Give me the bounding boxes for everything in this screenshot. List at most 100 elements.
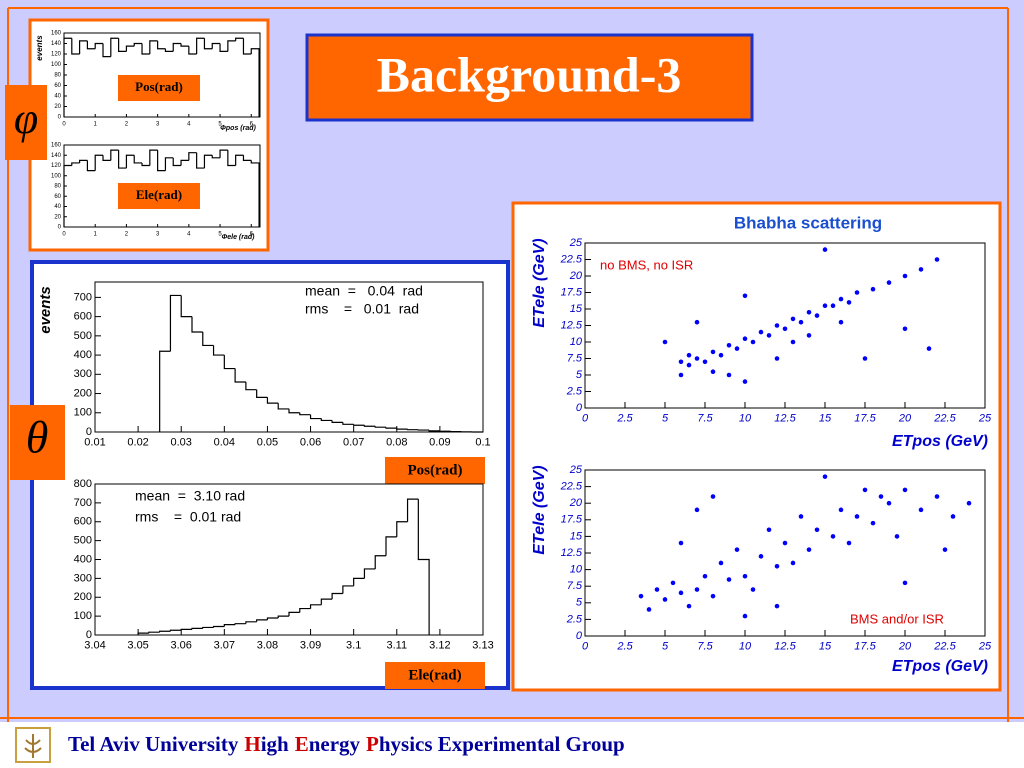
histogram-bin: [219, 149, 228, 158]
theta-symbol: θ: [26, 412, 49, 463]
histogram-bin: [71, 38, 80, 55]
y-tick-label: 0: [576, 402, 583, 414]
x-tick-label: 25: [978, 413, 992, 425]
x-tick-label: 2: [125, 121, 129, 127]
scatter-point: [790, 339, 796, 345]
x-tick-label: 0: [62, 121, 66, 127]
y-tick-label: 100: [51, 173, 62, 179]
scatter-point: [902, 487, 908, 493]
y-tick-label: 160: [51, 143, 62, 149]
histogram-bin: [234, 368, 246, 383]
y-tick-label: 200: [74, 387, 92, 399]
histogram-bin: [288, 408, 300, 414]
histogram-bin: [363, 425, 376, 427]
histogram-bin: [172, 42, 182, 52]
histogram-bin: [164, 48, 174, 52]
histogram-bin: [71, 162, 80, 166]
scatter-panel: [511, 201, 1002, 692]
y-tick-label: 17.5: [561, 514, 583, 526]
annotation: BMS and/or ISR: [850, 611, 944, 626]
x-tick-label: 0: [582, 413, 589, 425]
y-tick-label: 20: [54, 104, 61, 110]
scatter-point: [830, 534, 836, 539]
y-tick-label: 7.5: [567, 580, 583, 592]
histogram-bin: [266, 397, 279, 404]
histogram-bin: [149, 40, 158, 54]
histogram-bin: [385, 427, 397, 429]
y-tick-label: 15: [570, 530, 583, 542]
histogram-bin: [141, 162, 150, 167]
footer-part: nergy: [308, 732, 361, 756]
x-tick-label: 0.1: [475, 437, 490, 449]
x-axis-label: Φpos (rad): [220, 125, 256, 132]
histogram-bin: [196, 37, 205, 54]
histogram-bin: [211, 155, 221, 159]
scatter-point: [766, 527, 772, 533]
logo-mark: [24, 734, 42, 758]
histogram-bin: [79, 159, 88, 163]
scatter-point: [702, 359, 708, 365]
x-tick-label: 4: [187, 121, 191, 127]
y-tick-label: 160: [51, 31, 62, 37]
x-tick-label: 0.03: [171, 437, 192, 449]
scatter-point: [750, 587, 756, 592]
scatter-point: [950, 514, 956, 519]
footer: Tel Aviv University High Energy Physics Exp…: [0, 722, 1024, 768]
scatter-point: [686, 352, 692, 358]
y-tick-label: 120: [51, 52, 62, 58]
x-tick-label: 0: [582, 641, 589, 653]
annotation: mean = 0.04 rad: [305, 283, 423, 299]
x-tick-label: 3.08: [257, 640, 278, 652]
x-tick-label: 15: [819, 641, 832, 653]
label-box: [118, 183, 200, 209]
y-tick-label: 400: [74, 349, 92, 361]
scatter-point: [814, 313, 820, 318]
x-tick-label: 10: [739, 641, 752, 653]
histogram-bin: [342, 422, 354, 425]
scatter-point: [638, 593, 644, 599]
scatter-point: [870, 520, 876, 526]
x-tick-label: 3.1: [346, 640, 361, 652]
scatter-point: [742, 573, 748, 579]
x-tick-label: 12.5: [774, 413, 796, 425]
scatter-point: [742, 293, 748, 299]
histogram-bin: [428, 430, 440, 432]
x-tick-label: 0.04: [214, 437, 235, 449]
histogram-bin: [110, 37, 119, 57]
x-tick-label: 3.04: [84, 640, 105, 652]
scatter-point: [710, 593, 716, 599]
footer-part: P: [366, 732, 379, 756]
annotation: no BMS, no ISR: [600, 257, 693, 272]
x-tick-label: 1: [94, 231, 98, 237]
histogram-bin: [277, 403, 289, 410]
scatter-point: [942, 547, 948, 552]
y-tick-label: 20: [569, 270, 583, 282]
histogram-bin: [86, 160, 96, 172]
slide-title: Background-3: [377, 46, 682, 102]
x-tick-label: 10: [739, 413, 752, 425]
scatter-point: [806, 547, 812, 552]
scatter-point: [934, 257, 940, 262]
footer-part: igh: [260, 732, 289, 756]
scatter-point: [662, 339, 668, 345]
histogram-bin: [102, 155, 111, 161]
y-tick-label: 80: [54, 73, 61, 79]
y-tick-label: 600: [74, 311, 92, 323]
scatter-point: [894, 534, 900, 539]
y-tick-label: 200: [74, 591, 92, 603]
scatter-point: [846, 540, 852, 546]
scatter-point: [822, 247, 828, 252]
histogram-bin: [242, 155, 252, 161]
scatter-point: [918, 267, 924, 272]
x-tick-label: 7.5: [697, 413, 713, 425]
histogram-bin: [148, 631, 160, 634]
histogram-bin: [256, 619, 268, 622]
histogram-bin: [256, 389, 268, 398]
title-box: [305, 33, 754, 122]
footer-part: Tel Aviv University: [68, 732, 239, 756]
scatter-point: [758, 554, 764, 559]
histogram-bin: [331, 592, 343, 600]
y-tick-label: 12.5: [561, 547, 583, 559]
scatter-point: [814, 527, 820, 533]
